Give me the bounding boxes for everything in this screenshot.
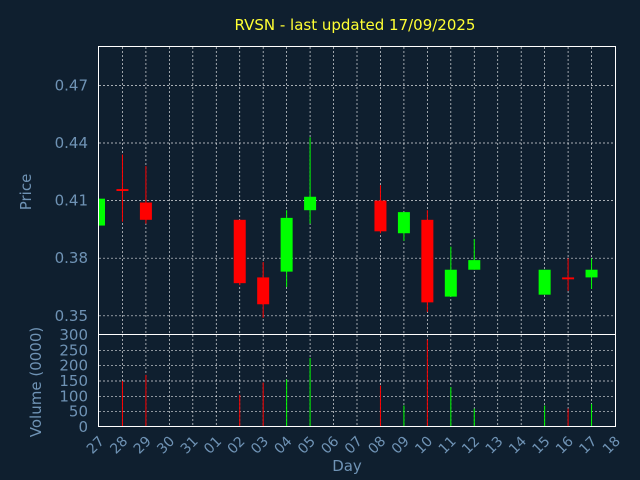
candle [562, 258, 575, 291]
day-axis: 27 28 29 30 31 01 02 03 04 05 06 07 08 09 10 11 12 13 14 15… [84, 433, 624, 457]
day-axis-label: Day [332, 457, 362, 475]
volume-tick-label: 300 [59, 326, 88, 344]
day-tick-label: 14 [506, 433, 530, 457]
candle-body [444, 269, 457, 297]
day-tick-label: 13 [483, 434, 507, 458]
price-tick-label: 0.35 [55, 307, 88, 325]
day-tick-label: 27 [84, 434, 108, 458]
volume-bars [121, 339, 593, 427]
candle [444, 246, 457, 297]
volume-grid [99, 335, 615, 427]
day-tick-label: 10 [412, 434, 436, 458]
candle-body [280, 217, 293, 272]
volume-tick-label: 250 [59, 341, 88, 359]
day-tick-label: 29 [131, 434, 155, 458]
day-tick-label: 01 [201, 434, 225, 458]
candle-body [139, 202, 152, 220]
candle [421, 210, 434, 312]
day-tick-label: 07 [342, 434, 366, 458]
candle [257, 262, 270, 318]
volume-tick-label: 200 [59, 357, 88, 375]
day-tick-label: 08 [365, 434, 389, 458]
price-grid [99, 47, 615, 335]
price-axis: 0.35 0.38 0.41 0.44 0.47 [55, 76, 88, 324]
candle-body [374, 200, 387, 232]
candle [397, 212, 410, 241]
price-axis-label: Price [17, 174, 35, 211]
day-tick-label: 06 [318, 433, 342, 457]
candle [280, 210, 293, 287]
candle-body [99, 198, 105, 226]
candle [538, 269, 551, 295]
day-tick-label: 04 [272, 433, 296, 457]
candle [116, 154, 129, 222]
volume-tick-label: 0 [78, 418, 88, 436]
volume-panel-frame [98, 334, 616, 427]
day-tick-label: 16 [553, 433, 577, 457]
day-tick-label: 11 [436, 434, 460, 458]
volume-tick-label: 50 [69, 403, 88, 421]
candle [374, 185, 387, 234]
candle [585, 258, 598, 289]
candle-body [421, 219, 434, 303]
candle-body [116, 189, 129, 191]
day-tick-label: 17 [576, 434, 600, 458]
day-tick-label: 02 [225, 434, 249, 458]
candle [233, 219, 246, 286]
day-tick-label: 03 [248, 434, 272, 458]
day-tick-label: 12 [459, 434, 483, 458]
day-tick-label: 09 [389, 434, 413, 458]
candle-body [538, 269, 551, 295]
candles [98, 137, 598, 318]
candle-body [585, 269, 598, 278]
candle-body [562, 277, 575, 280]
day-tick-label: 18 [600, 434, 624, 458]
candle-body [233, 219, 246, 284]
candle-body [257, 277, 270, 305]
candle-body [468, 260, 481, 270]
chart-title: RVSN - last updated 17/09/2025 [235, 16, 476, 34]
candle-body [397, 212, 410, 234]
price-tick-label: 0.41 [55, 192, 88, 210]
candle [139, 166, 152, 224]
day-tick-label: 15 [530, 434, 554, 458]
price-tick-label: 0.44 [55, 134, 88, 152]
price-tick-label: 0.38 [55, 249, 88, 267]
candle [304, 137, 317, 224]
price-tick-label: 0.47 [55, 76, 88, 94]
candle [468, 239, 481, 270]
candle-body [304, 196, 317, 211]
day-tick-label: 31 [178, 434, 202, 458]
day-tick-label: 30 [154, 434, 178, 458]
candle [98, 198, 105, 226]
day-tick-label: 28 [107, 434, 131, 458]
volume-axis-label: Volume (0000) [27, 327, 45, 437]
volume-tick-label: 100 [59, 387, 88, 405]
volume-tick-label: 150 [59, 372, 88, 390]
day-tick-label: 05 [295, 434, 319, 458]
